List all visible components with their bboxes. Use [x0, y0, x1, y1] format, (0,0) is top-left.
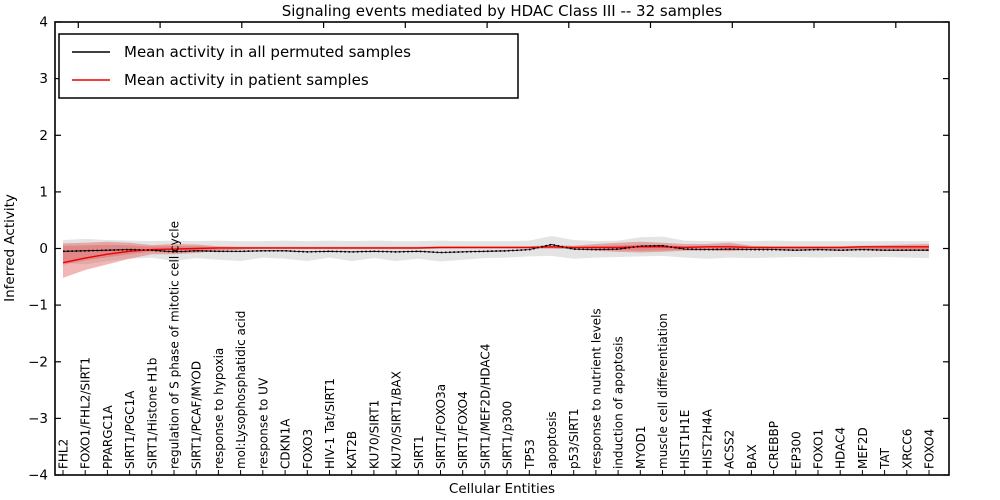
y-tick-label: −4 [28, 468, 48, 484]
y-tick-label: 4 [39, 15, 48, 31]
permuted-mean-line-dotted [62, 243, 929, 254]
entity-label: SIRT1/FOXO3a [434, 384, 448, 469]
entity-label: regulation of S phase of mitotic cell cy… [168, 221, 182, 469]
entity-label: SIRT1/PGC1A [123, 390, 137, 469]
entity-label: FOXO1/FHL2/SIRT1 [79, 357, 93, 469]
entity-label: KAT2B [345, 431, 359, 469]
plot-frame [54, 21, 950, 476]
legend-label-patient: Mean activity in patient samples [124, 71, 369, 89]
y-tick-label: 3 [39, 71, 48, 87]
entity-label: ACSS2 [723, 430, 737, 469]
chart-title: Signaling events mediated by HDAC Class … [282, 2, 723, 20]
entity-label: HDAC4 [834, 427, 848, 469]
entity-label: HIST2H4A [700, 408, 714, 469]
y-tick-label: −3 [28, 411, 48, 427]
series-lines [62, 243, 929, 264]
entity-label: mol:Lysophosphatidic acid [234, 311, 248, 469]
entity-label: SIRT1 [412, 435, 426, 469]
entity-label: TAT [878, 447, 892, 470]
entity-label: p53/SIRT1 [567, 408, 581, 469]
entity-labels: FHL2 FOXO1/FHL2/SIRT1 PPARGC1A SIRT1/PGC1A S… [57, 221, 937, 470]
entity-label: KU70/SIRT1/BAX [390, 371, 404, 469]
entity-label: SIRT1/FOXO4 [456, 391, 470, 469]
confidence-bands [63, 236, 929, 278]
x-axis-label: Cellular Entities [449, 481, 555, 497]
entity-label: muscle cell differentiation [656, 313, 670, 469]
entity-label: FHL2 [57, 439, 71, 469]
entity-label: KU70/SIRT1 [367, 400, 381, 469]
entity-label: SIRT1/Histone H1b [145, 358, 159, 469]
legend-box: Mean activity in all permuted samples Me… [58, 33, 519, 99]
entity-label: XRCC6 [900, 429, 914, 469]
y-tick-labels: 4 3 2 1 0 −1 −2 −3 −4 [28, 15, 48, 484]
entity-label: response to UV [256, 377, 270, 469]
y-axis-label: Inferred Activity [2, 194, 18, 302]
patient-samples-range-band-core [63, 244, 929, 265]
entity-label: PPARGC1A [101, 404, 115, 469]
entity-label: HIV-1 Tat/SIRT1 [323, 378, 337, 469]
entity-label: FOXO1 [812, 429, 826, 469]
entity-label: TP53 [523, 439, 537, 470]
entity-label: EP300 [789, 431, 803, 469]
patient-mean-line [62, 246, 929, 264]
entity-label: CREBBP [767, 421, 781, 469]
entity-label: SIRT1/MEF2D/HDAC4 [478, 344, 492, 469]
entity-label: FOXO3 [301, 429, 315, 469]
entity-label: BAX [745, 444, 759, 469]
entity-label: response to nutrient levels [589, 308, 603, 469]
y-tick-label: 1 [39, 184, 48, 200]
entity-label: FOXO4 [923, 429, 937, 469]
entity-label: SIRT1/PCAF/MYOD [190, 361, 204, 469]
entity-label: MYOD1 [634, 426, 648, 469]
y-tick-label: −2 [28, 354, 48, 370]
entity-label: induction of apoptosis [612, 336, 626, 469]
entity-label: apoptosis [545, 411, 559, 469]
y-tick-label: 2 [39, 128, 48, 144]
legend-frame [58, 33, 519, 99]
entity-label: CDKN1A [279, 418, 293, 469]
legend-label-permuted: Mean activity in all permuted samples [124, 43, 411, 61]
y-tick-label: −1 [28, 298, 48, 314]
entity-label: SIRT1/p300 [501, 401, 515, 469]
entity-label: HIST1H1E [678, 410, 692, 469]
y-tick-label: 0 [39, 241, 48, 257]
patient-samples-range-band [63, 241, 929, 278]
entity-label: response to hypoxia [212, 348, 226, 469]
entity-label: MEF2D [856, 427, 870, 469]
